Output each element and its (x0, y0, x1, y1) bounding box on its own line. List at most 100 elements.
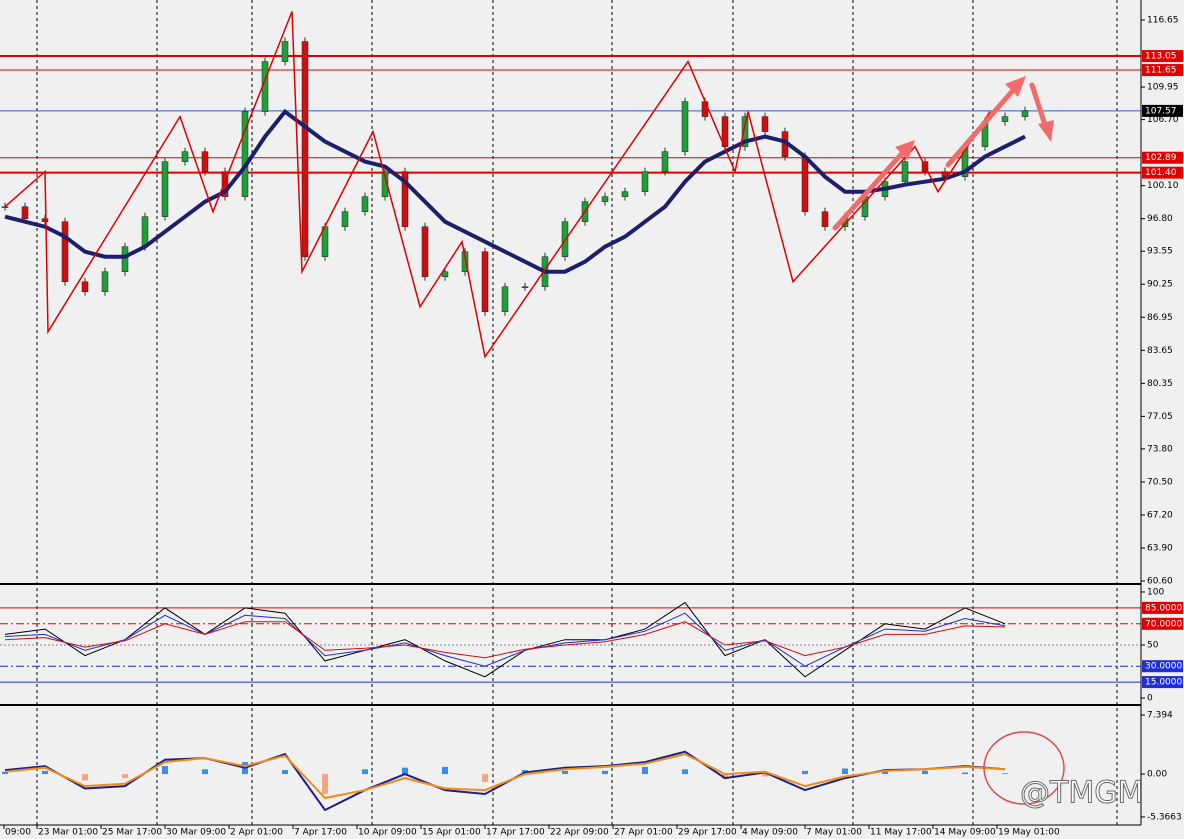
candle (461, 251, 469, 272)
arrow-up (945, 85, 1018, 168)
level-label-box (1142, 166, 1183, 179)
candle (681, 101, 689, 152)
candle (801, 156, 809, 212)
candle (601, 196, 609, 202)
level-label-box (1142, 660, 1183, 673)
candle (201, 151, 209, 172)
candle (401, 171, 409, 227)
candle (421, 226, 429, 277)
y-tick-label: 86.95 (1147, 313, 1173, 323)
candle (181, 151, 189, 162)
y-tick-label: 83.65 (1147, 346, 1173, 356)
candle (1001, 116, 1009, 122)
level-label: 85.0000 (1145, 603, 1182, 613)
histogram-bar (882, 770, 888, 775)
y-tick-label: 77.05 (1147, 412, 1173, 422)
time-label: 25 Mar 17:00 (102, 828, 162, 838)
histogram-bar (962, 772, 968, 775)
histogram-bar (762, 774, 768, 777)
candle (701, 101, 709, 117)
histogram-bar (482, 774, 488, 783)
time-label: 11 May 17:00 (870, 828, 932, 838)
histogram-bar (842, 768, 848, 775)
y-tick-label: 67.20 (1147, 510, 1173, 520)
trend-arrows (832, 76, 1054, 231)
candle (41, 218, 49, 222)
y-tick-label: 100 (1147, 588, 1164, 598)
histogram-bar (82, 774, 88, 781)
level-label: 111.65 (1145, 66, 1177, 76)
level-label: 113.05 (1145, 52, 1177, 62)
time-label: 27 Apr 01:00 (614, 828, 673, 838)
y-tick-label: 116.65 (1147, 16, 1179, 26)
level-label: 70.0000 (1145, 619, 1182, 629)
y-tick-label: 96.80 (1147, 214, 1173, 224)
candle (641, 171, 649, 192)
y-tick-label: 90.25 (1147, 280, 1173, 290)
candle (241, 111, 249, 197)
candle (361, 196, 369, 212)
level-label-box (1142, 50, 1183, 63)
candle (301, 41, 309, 257)
time-label: 23 Mar 01:00 (38, 828, 98, 838)
candle (741, 116, 749, 147)
time-label: 17 Apr 17:00 (486, 828, 545, 838)
y-tick-label: 109.95 (1147, 83, 1179, 93)
y-tick-label: 73.80 (1147, 444, 1173, 454)
histogram-bar (442, 766, 448, 775)
indicator-line (4, 612, 1006, 667)
time-label: 2 Apr 01:00 (230, 828, 283, 838)
y-tick-label: 0 (1147, 694, 1153, 704)
histogram-bar (682, 769, 688, 775)
candle (21, 206, 29, 219)
candle (621, 191, 629, 197)
time-label: 19 May 01:00 (998, 828, 1060, 838)
candle (1, 206, 9, 208)
histogram-bar (1002, 773, 1008, 775)
time-label: 14 May 09:00 (934, 828, 996, 838)
time-label: 15 Apr 01:00 (422, 828, 481, 838)
candle (481, 251, 489, 313)
candle (761, 116, 769, 132)
y-tick-label: -5.3663 (1147, 812, 1182, 822)
histogram-bar (562, 770, 568, 775)
histogram-bar (922, 770, 928, 775)
y-tick-label: 7.394 (1147, 711, 1173, 721)
time-label: 7 Apr 17:00 (294, 828, 347, 838)
histogram-bar (362, 769, 368, 775)
moving-average (4, 108, 1026, 274)
arrow-up (832, 147, 908, 231)
time-label: 10 Apr 09:00 (358, 828, 417, 838)
level-label-box (1142, 601, 1183, 614)
histogram-bar (162, 766, 168, 775)
level-label-box (1142, 64, 1183, 77)
histogram-bar (42, 770, 48, 775)
y-tick-label: 0.00 (1147, 770, 1167, 780)
arrow-head (1038, 120, 1054, 142)
histogram-bar (322, 774, 328, 795)
time-label: 7 May 01:00 (806, 828, 862, 838)
candle (141, 216, 149, 247)
candle (441, 271, 449, 277)
histogram-bar (282, 770, 288, 775)
candle (121, 246, 129, 272)
candle (661, 151, 669, 172)
candle (521, 286, 529, 288)
candle (61, 221, 69, 282)
time-label: 29 Apr 17:00 (678, 828, 737, 838)
macd-line (4, 750, 1006, 812)
candle (81, 281, 89, 293)
indicator-line (4, 621, 1006, 659)
y-tick-label: 63.90 (1147, 543, 1173, 553)
level-label: 102.89 (1145, 153, 1177, 163)
y-tick-label: 106.70 (1147, 115, 1179, 125)
arrow-head (1005, 76, 1026, 97)
zigzag (4, 11, 991, 359)
histogram-bar (2, 771, 8, 775)
histogram-bar (202, 769, 208, 775)
level-label-box (1142, 151, 1183, 164)
y-tick-label: 70.50 (1147, 477, 1173, 487)
histogram-bar (602, 770, 608, 775)
level-label-box (1142, 617, 1183, 630)
